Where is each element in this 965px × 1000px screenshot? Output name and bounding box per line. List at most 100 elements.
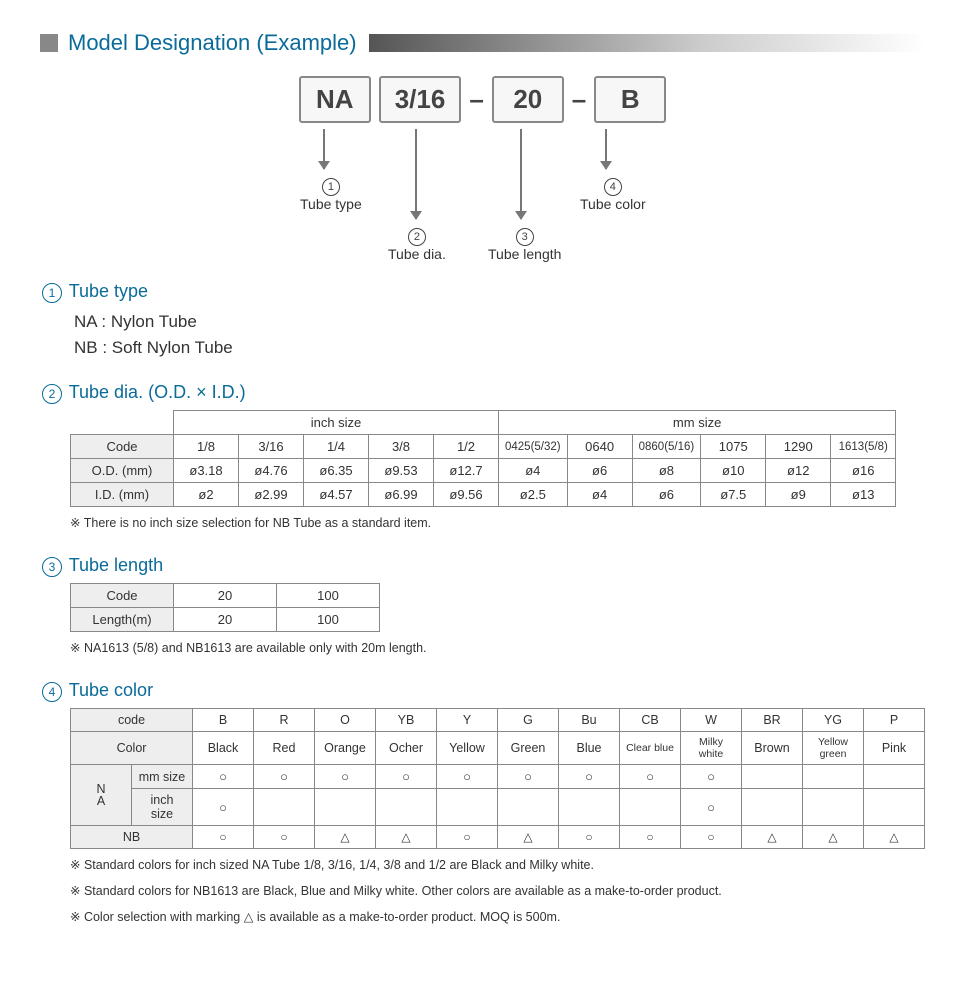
table-cell: 3/8	[369, 435, 434, 459]
table-cell: ø2.99	[239, 483, 304, 507]
table-cell: ø9	[766, 483, 831, 507]
availability-cell	[559, 789, 620, 826]
model-part-color: B	[594, 76, 666, 123]
circled-number-icon: 4	[42, 682, 62, 702]
table-cell: BR	[742, 709, 803, 732]
table-cell: W	[681, 709, 742, 732]
table-cell: ø6	[632, 483, 701, 507]
pointer-label: 2 Tube dia.	[388, 227, 446, 262]
table-cell: Green	[498, 732, 559, 765]
subsection-title: Tube type	[69, 281, 148, 301]
availability-cell: ○	[559, 765, 620, 789]
table-row: O.D. (mm) ø3.18 ø4.76 ø6.35 ø9.53 ø12.7 …	[71, 459, 896, 483]
row-header: O.D. (mm)	[71, 459, 174, 483]
circled-number-icon: 2	[42, 384, 62, 404]
table-cell: ø4	[567, 483, 632, 507]
availability-cell	[742, 789, 803, 826]
table-row: NA mm size ○ ○ ○ ○ ○ ○ ○ ○ ○	[71, 765, 925, 789]
availability-cell	[864, 765, 925, 789]
table-cell: ø7.5	[701, 483, 766, 507]
table-cell: 20	[174, 584, 277, 608]
tube-length-table: Code 20 100 Length(m) 20 100	[70, 583, 380, 632]
subsection-heading: 4 Tube color	[40, 680, 925, 702]
table-row: code B R O YB Y G Bu CB W BR YG P	[71, 709, 925, 732]
table-cell: Orange	[315, 732, 376, 765]
availability-cell: △	[864, 826, 925, 849]
separator: –	[572, 84, 586, 115]
availability-cell: ○	[254, 765, 315, 789]
table-cell: 100	[277, 584, 380, 608]
availability-cell	[437, 789, 498, 826]
table-cell: ø8	[632, 459, 701, 483]
table-cell: O	[315, 709, 376, 732]
table-cell: Red	[254, 732, 315, 765]
square-bullet-icon	[40, 34, 58, 52]
row-header: code	[71, 709, 193, 732]
footnote: Standard colors for inch sized NA Tube 1…	[70, 855, 925, 875]
availability-cell: △	[498, 826, 559, 849]
table-cell: G	[498, 709, 559, 732]
subsection-title: Tube color	[69, 680, 153, 700]
table-cell: ø13	[831, 483, 896, 507]
row-header-vertical: NA	[71, 765, 132, 826]
table-cell: 20	[174, 608, 277, 632]
availability-cell: ○	[498, 765, 559, 789]
table-cell: ø12	[766, 459, 831, 483]
table-cell: P	[864, 709, 925, 732]
availability-cell: ○	[193, 826, 254, 849]
table-cell: ø12.7	[434, 459, 499, 483]
circled-number-icon: 4	[604, 178, 622, 196]
table-cell: ø4.76	[239, 459, 304, 483]
table-cell: Clear blue	[620, 732, 681, 765]
pointer-diagram: 1 Tube type 2 Tube dia. 3 Tube length 4 …	[40, 129, 925, 259]
pointer-arrow-icon	[415, 129, 417, 219]
table-cell: ø6.35	[304, 459, 369, 483]
table-row: NB ○ ○ △ △ ○ △ ○ ○ ○ △ △ △	[71, 826, 925, 849]
footnote: Color selection with marking △ is availa…	[70, 907, 925, 927]
table-cell: 0425(5/32)	[499, 435, 568, 459]
availability-cell	[498, 789, 559, 826]
availability-cell	[803, 765, 864, 789]
pointer-arrow-icon	[520, 129, 522, 219]
availability-cell	[315, 789, 376, 826]
table-cell: ø9.53	[369, 459, 434, 483]
row-header: inch size	[132, 789, 193, 826]
availability-cell: ○	[681, 826, 742, 849]
availability-cell	[742, 765, 803, 789]
availability-cell	[620, 789, 681, 826]
table-cell: ø9.56	[434, 483, 499, 507]
availability-cell: △	[742, 826, 803, 849]
availability-cell: ○	[681, 789, 742, 826]
table-cell: ø10	[701, 459, 766, 483]
availability-cell: ○	[437, 765, 498, 789]
availability-cell: ○	[559, 826, 620, 849]
table-cell: 1613(5/8)	[831, 435, 896, 459]
row-header: I.D. (mm)	[71, 483, 174, 507]
table-cell: Brown	[742, 732, 803, 765]
tube-color-table: code B R O YB Y G Bu CB W BR YG P Color …	[70, 708, 925, 849]
circled-number-icon: 1	[42, 283, 62, 303]
table-cell: ø6	[567, 459, 632, 483]
model-example-row: NA 3/16 – 20 – B	[40, 76, 925, 123]
table-cell: 1/2	[434, 435, 499, 459]
availability-cell: ○	[620, 765, 681, 789]
table-cell: 3/16	[239, 435, 304, 459]
row-header: Code	[71, 435, 174, 459]
pointer-text: Tube dia.	[388, 246, 446, 262]
model-part-length: 20	[492, 76, 564, 123]
subsection-title: Tube dia. (O.D. × I.D.)	[69, 382, 246, 402]
table-cell: Pink	[864, 732, 925, 765]
table-cell: 1290	[766, 435, 831, 459]
section-header: Model Designation (Example)	[40, 30, 925, 56]
availability-cell: △	[803, 826, 864, 849]
availability-cell: ○	[254, 826, 315, 849]
table-row: Code 20 100	[71, 584, 380, 608]
separator: –	[469, 84, 483, 115]
row-header: mm size	[132, 765, 193, 789]
table-cell: Yellow green	[803, 732, 864, 765]
pointer-label: 4 Tube color	[580, 177, 646, 212]
tube-type-line: NB : Soft Nylon Tube	[74, 335, 925, 361]
availability-cell: ○	[681, 765, 742, 789]
table-cell: 1/4	[304, 435, 369, 459]
availability-cell	[864, 789, 925, 826]
